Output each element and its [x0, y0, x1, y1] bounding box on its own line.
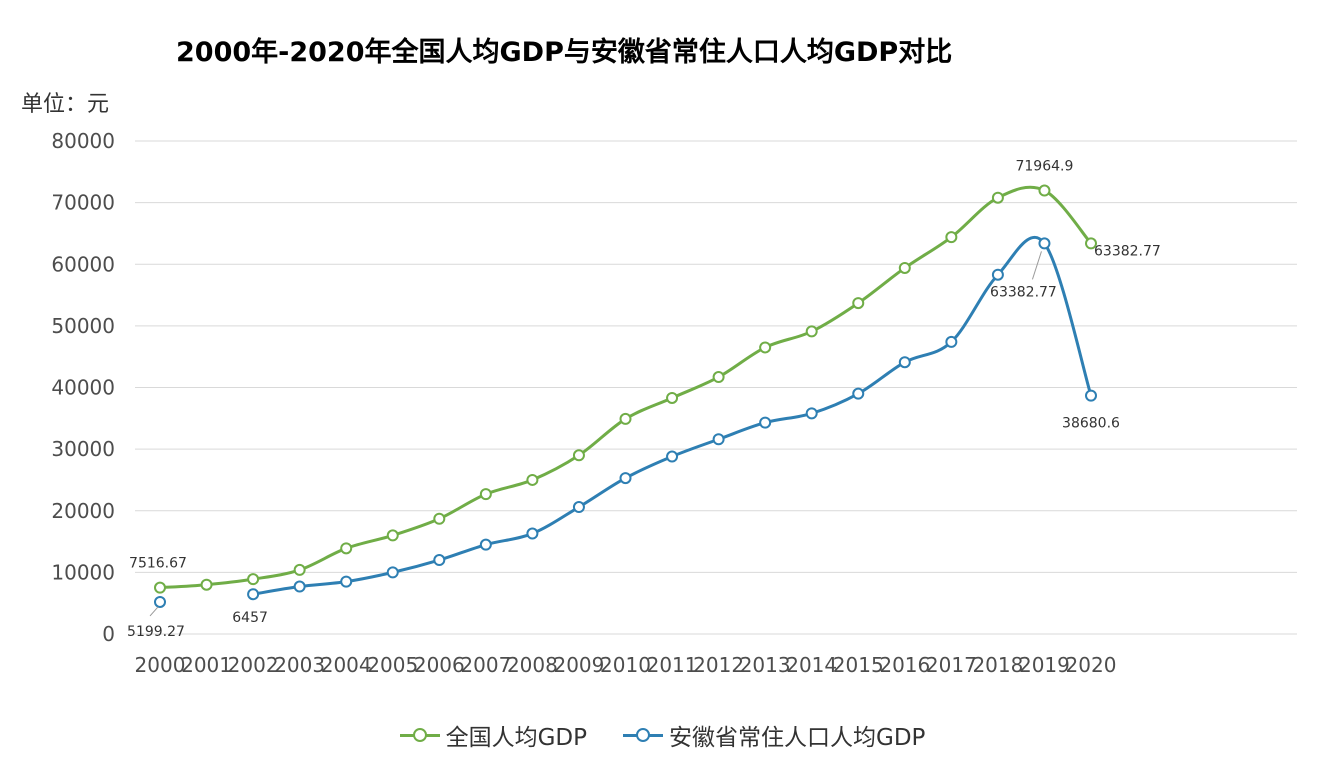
data-point — [991, 191, 1004, 204]
data-label: 5199.27 — [127, 624, 185, 640]
leader-line — [1031, 251, 1042, 280]
x-tick-label: 2020 — [1066, 653, 1117, 677]
y-tick-label: 20000 — [51, 499, 115, 523]
x-tick-label: 2015 — [833, 653, 884, 677]
data-point — [526, 527, 539, 540]
data-label: 38680.6 — [1062, 416, 1120, 432]
data-label: 6457 — [232, 610, 268, 626]
x-tick-label: 2005 — [367, 653, 418, 677]
y-tick-label: 50000 — [51, 314, 115, 338]
legend-marker — [623, 725, 663, 745]
y-tick-label: 30000 — [51, 437, 115, 461]
data-label: 63382.77 — [990, 284, 1057, 300]
data-point — [759, 341, 772, 354]
data-point — [479, 538, 492, 551]
data-point — [619, 472, 632, 485]
x-tick-label: 2010 — [600, 653, 651, 677]
x-tick-label: 2009 — [553, 653, 604, 677]
legend-marker — [399, 725, 440, 745]
x-tick-label: 2000 — [135, 653, 186, 677]
data-point — [154, 581, 166, 594]
legend-item: 安徽省常住人口人均GDP — [623, 718, 925, 752]
y-tick-label: 70000 — [51, 191, 115, 215]
data-point — [293, 580, 306, 593]
unit-label: 单位：元 — [21, 92, 110, 117]
data-point — [386, 566, 399, 579]
data-point — [852, 387, 865, 400]
x-tick-label: 2014 — [786, 653, 837, 677]
y-tick-label: 40000 — [51, 376, 115, 400]
y-tick-label: 0 — [102, 622, 115, 646]
x-tick-label: 2003 — [274, 653, 325, 677]
data-point — [852, 297, 865, 310]
x-tick-label: 2011 — [647, 653, 698, 677]
data-point — [340, 542, 353, 555]
data-point — [386, 529, 399, 542]
x-tick-label: 2002 — [228, 653, 279, 677]
legend-item: 全国人均GDP — [399, 718, 587, 752]
y-axis-ticks: 0 10000 20000 30000 40000 50000 60000 70000 8000… — [51, 129, 115, 646]
data-point — [619, 412, 632, 425]
data-point — [1038, 237, 1051, 250]
chart-title: 2000年-2020年全国人均GDP与安徽省常住人口人均GDP对比 — [176, 37, 953, 68]
data-point — [666, 450, 679, 463]
x-tick-label: 2012 — [693, 653, 744, 677]
x-tick-label: 2016 — [879, 653, 930, 677]
data-point — [572, 449, 585, 462]
legend-label: 安徽省常住人口人均GDP — [669, 725, 926, 751]
x-tick-label: 2019 — [1019, 653, 1070, 677]
x-tick-label: 2001 — [181, 653, 232, 677]
data-label: 63382.77 — [1094, 243, 1161, 259]
data-point — [526, 473, 539, 486]
data-point — [247, 573, 260, 586]
data-point — [759, 416, 772, 429]
data-point — [154, 595, 166, 608]
data-point — [1038, 184, 1051, 197]
series-layer — [154, 184, 1097, 608]
data-point — [247, 588, 260, 601]
x-tick-label: 2017 — [926, 653, 977, 677]
data-point — [712, 433, 725, 446]
data-point — [898, 356, 911, 369]
data-label: 71964.9 — [1015, 159, 1073, 175]
x-tick-label: 2007 — [460, 653, 511, 677]
x-tick-label: 2018 — [972, 653, 1023, 677]
data-point — [572, 501, 585, 514]
legend-label: 全国人均GDP — [445, 725, 587, 751]
data-point — [898, 261, 911, 274]
data-point — [712, 371, 725, 384]
data-point — [666, 391, 679, 404]
data-point — [991, 268, 1004, 281]
data-point — [945, 231, 958, 244]
data-point — [340, 575, 353, 588]
data-point — [945, 335, 958, 348]
legend: 全国人均GDP 安徽省常住人口人均GDP — [0, 718, 1325, 752]
x-axis-ticks: 2000200120022003200420052006200720082009… — [135, 653, 1117, 677]
y-tick-label: 80000 — [51, 129, 115, 153]
data-point — [1085, 389, 1097, 402]
data-point — [1085, 237, 1097, 250]
data-point — [805, 325, 818, 338]
grid-lines — [135, 140, 1297, 635]
x-tick-label: 2008 — [507, 653, 558, 677]
data-point — [433, 512, 446, 525]
data-labels: 7516.67 71964.9 63382.77 5199.27 6457 63382.7… — [127, 159, 1161, 640]
y-tick-label: 10000 — [51, 560, 115, 584]
data-point — [200, 578, 213, 591]
data-point — [479, 488, 492, 501]
y-tick-label: 60000 — [51, 252, 115, 276]
x-tick-label: 2006 — [414, 653, 465, 677]
leader-line — [149, 606, 159, 617]
data-point — [805, 407, 818, 420]
x-tick-label: 2013 — [740, 653, 791, 677]
x-tick-label: 2004 — [321, 653, 372, 677]
data-label: 7516.67 — [129, 556, 187, 572]
data-point — [293, 563, 306, 576]
data-point — [433, 554, 446, 567]
